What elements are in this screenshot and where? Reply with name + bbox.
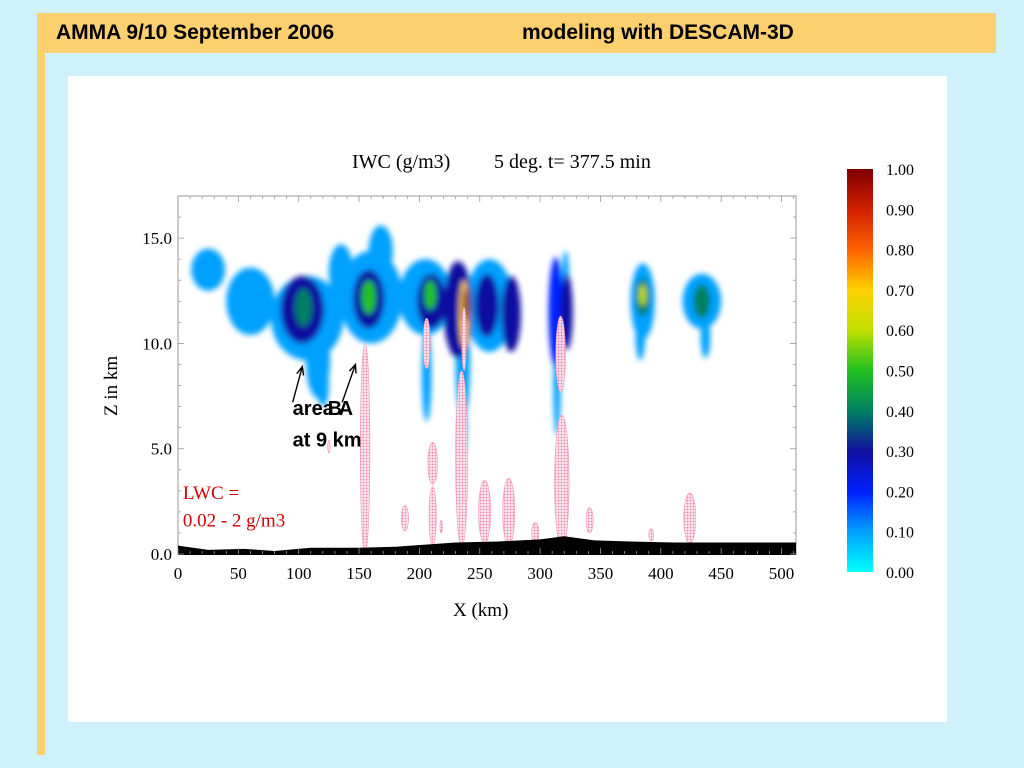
colorbar-tick-label: 0.00 bbox=[886, 565, 914, 582]
iwc-cell bbox=[226, 267, 275, 335]
annotation-text: B bbox=[328, 398, 342, 420]
x-axis: 0 50 100 150 200 250 300 350 400 450 500 bbox=[174, 196, 795, 583]
slide-subtitle: modeling with DESCAM-3D bbox=[522, 21, 794, 44]
x-tick-label: 350 bbox=[588, 564, 614, 583]
iwc-cell bbox=[191, 248, 226, 291]
chart-title: IWC (g/m3) bbox=[352, 151, 450, 173]
x-axis-label: X (km) bbox=[453, 600, 508, 621]
arrow-shaft bbox=[291, 366, 304, 403]
y-axis-label: Z in km bbox=[101, 356, 122, 416]
colorbar: 0.00 0.10 0.20 0.30 0.40 0.50 0.60 0.70 0.80 0.90… bbox=[847, 162, 914, 582]
lwc-cell bbox=[401, 505, 409, 532]
left-accent-bar bbox=[37, 13, 45, 755]
arrows bbox=[291, 362, 357, 403]
iwc-cell bbox=[305, 322, 331, 399]
y-tick-label: 5.0 bbox=[151, 440, 172, 459]
annotation-text: 0.02 - 2 g/m3 bbox=[183, 511, 285, 532]
lwc-cell bbox=[555, 315, 566, 393]
colorbar-tick-label: 0.90 bbox=[886, 202, 914, 219]
x-tick-label: 200 bbox=[407, 564, 433, 583]
plot-area bbox=[177, 195, 797, 555]
chart-subtitle: 5 deg. t= 377.5 min bbox=[494, 151, 651, 173]
annotation-text: area A bbox=[293, 398, 353, 420]
colorbar-gradient bbox=[847, 169, 873, 572]
lwc-cell bbox=[359, 343, 371, 555]
lwc-cell bbox=[439, 520, 443, 534]
arrow-shaft bbox=[341, 364, 357, 403]
lwc-cell bbox=[585, 507, 594, 534]
arrow-head bbox=[296, 364, 305, 376]
iwc-field bbox=[191, 225, 722, 456]
iwc-cell bbox=[295, 288, 312, 327]
lwc-cell bbox=[427, 442, 438, 485]
iwc-cell bbox=[639, 284, 647, 306]
y-tick-label: 15.0 bbox=[142, 229, 172, 248]
x-tick-label: 250 bbox=[467, 564, 493, 583]
annotation-text: at 9 km bbox=[293, 430, 362, 452]
y-axis: 0.0 5.0 10.0 15.0 bbox=[142, 195, 796, 564]
y-tick-label: 0.0 bbox=[151, 545, 172, 564]
colorbar-tick-label: 0.50 bbox=[886, 364, 914, 381]
x-tick-label: 0 bbox=[174, 564, 183, 583]
x-tick-label: 400 bbox=[648, 564, 674, 583]
x-tick-label: 150 bbox=[346, 564, 372, 583]
annotation-text: LWC = bbox=[183, 483, 239, 504]
colorbar-tick-label: 1.00 bbox=[886, 162, 914, 179]
arrow-head bbox=[348, 362, 357, 374]
iwc-cell bbox=[424, 280, 437, 310]
figure-panel: IWC (g/m3) 5 deg. t= 377.5 min 0 50 100 150… bbox=[68, 76, 947, 722]
lwc-cell bbox=[422, 317, 431, 369]
colorbar-tick-label: 0.70 bbox=[886, 283, 914, 300]
x-tick-label: 450 bbox=[708, 564, 734, 583]
iwc-cell bbox=[501, 276, 521, 352]
title-bar bbox=[37, 13, 996, 53]
iwc-chart: IWC (g/m3) 5 deg. t= 377.5 min 0 50 100 150… bbox=[101, 151, 914, 621]
terrain bbox=[178, 536, 796, 555]
lwc-cell bbox=[502, 477, 516, 546]
lwc-cell bbox=[455, 370, 468, 548]
lwc-cell bbox=[478, 479, 491, 544]
iwc-cell bbox=[474, 273, 500, 338]
colorbar-tick-label: 0.60 bbox=[886, 323, 914, 340]
lwc-cell bbox=[554, 414, 570, 551]
colorbar-tick-label: 0.30 bbox=[886, 444, 914, 461]
x-tick-label: 500 bbox=[769, 564, 795, 583]
lwc-cell bbox=[461, 307, 467, 372]
colorbar-tick-label: 0.80 bbox=[886, 243, 914, 260]
x-tick-label: 50 bbox=[230, 564, 247, 583]
colorbar-tick-label: 0.20 bbox=[886, 484, 914, 501]
colorbar-tick-label: 0.40 bbox=[886, 404, 914, 421]
lwc-cell bbox=[428, 486, 437, 546]
lwc-cell bbox=[648, 528, 654, 542]
colorbar-tick-label: 0.10 bbox=[886, 525, 914, 542]
x-tick-label: 300 bbox=[527, 564, 553, 583]
slide-title: AMMA 9/10 September 2006 bbox=[56, 21, 335, 44]
lwc-cell bbox=[327, 439, 331, 454]
lwc-cell bbox=[683, 492, 697, 544]
iwc-cell bbox=[361, 280, 376, 314]
y-tick-label: 10.0 bbox=[142, 334, 172, 353]
x-tick-label: 100 bbox=[286, 564, 312, 583]
iwc-cell bbox=[693, 284, 711, 319]
colorbar-labels: 0.00 0.10 0.20 0.30 0.40 0.50 0.60 0.70 0.80 0.90… bbox=[886, 162, 914, 582]
